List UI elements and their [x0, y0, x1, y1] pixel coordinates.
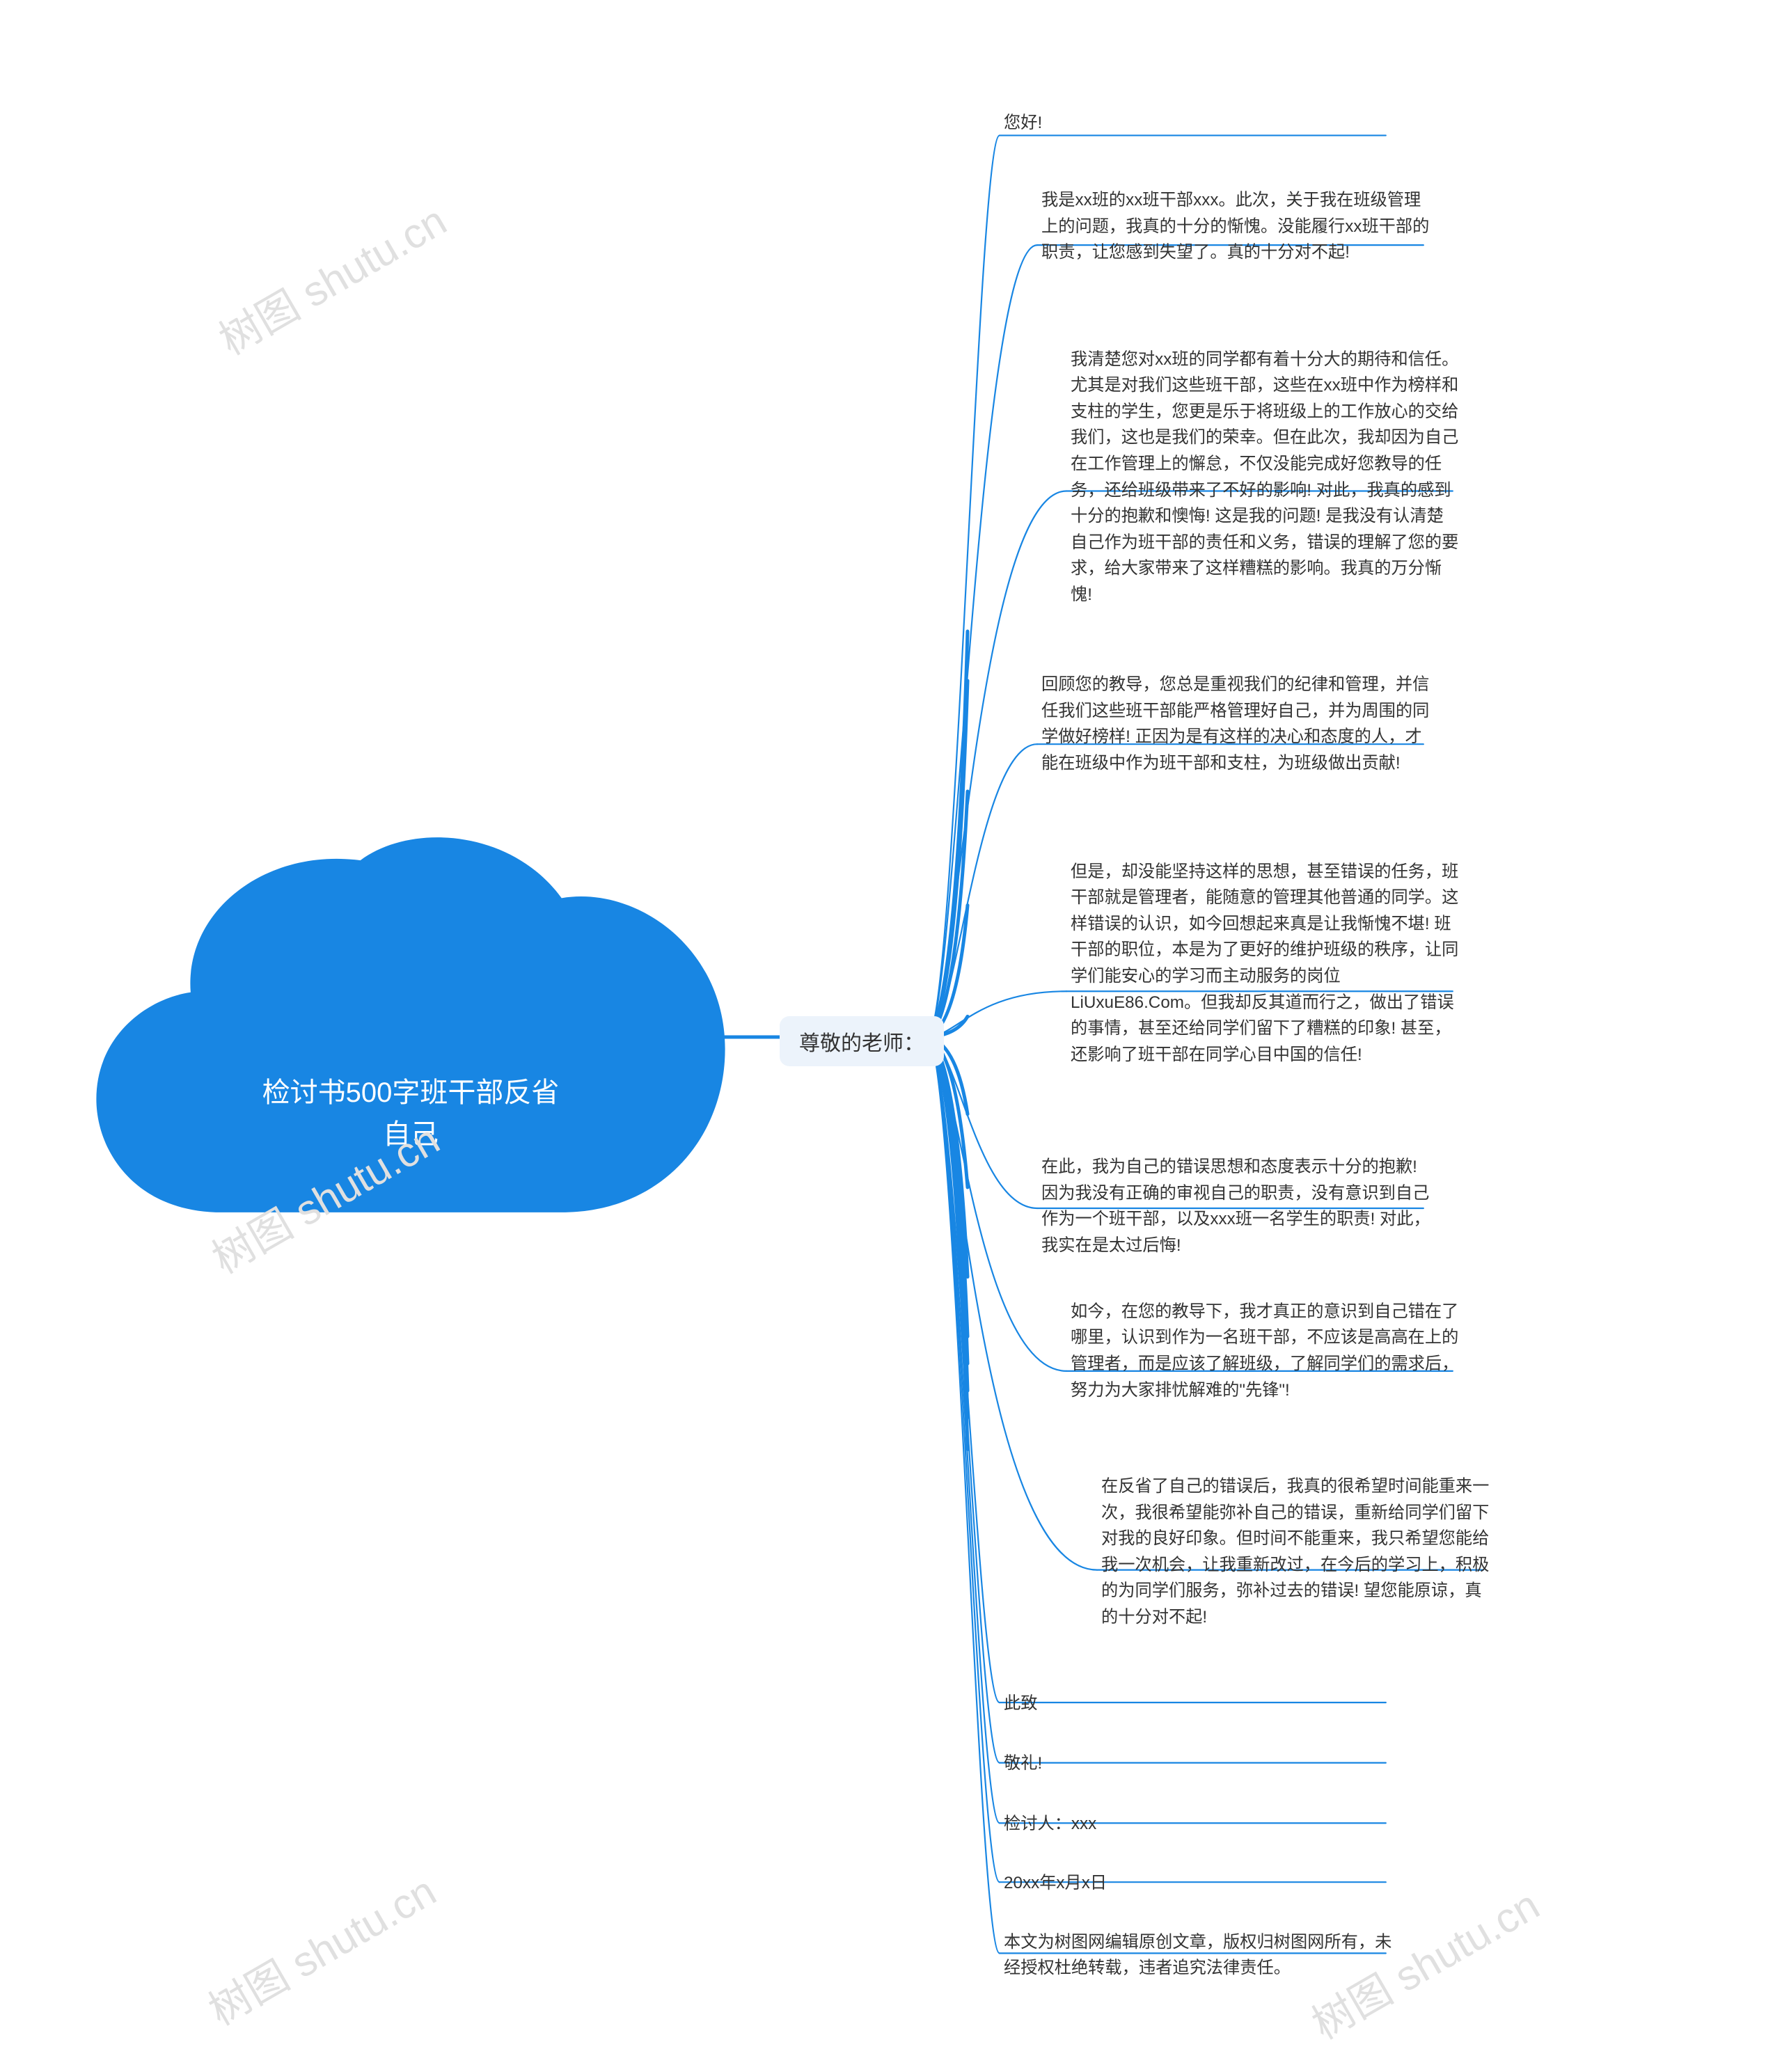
leaf-node: 本文为树图网编辑原创文章，版权归树图网所有，未经授权杜绝转载，违者追究法律责任。	[1004, 1929, 1394, 1982]
root-label: 检讨书500字班干部反省 自己	[244, 1072, 578, 1155]
leaf-node: 您好!	[1004, 110, 1394, 136]
leaf-node: 在此，我为自己的错误思想和态度表示十分的抱歉! 因为我没有正确的审视自己的职责，…	[1041, 1154, 1431, 1258]
mid-node: 尊敬的老师：	[780, 1016, 944, 1066]
leaf-node: 检讨人：xxx	[1004, 1811, 1394, 1837]
mid-node-label: 尊敬的老师：	[799, 1032, 924, 1055]
leaf-node: 回顾您的教导，您总是重视我们的纪律和管理，并信任我们这些班干部能严格管理好自己，…	[1041, 672, 1431, 776]
leaf-node: 我是xx班的xx班干部xxx。此次，关于我在班级管理上的问题，我真的十分的惭愧。…	[1041, 187, 1431, 266]
leaf-node: 但是，却没能坚持这样的思想，甚至错误的任务，班干部就是管理者，能随意的管理其他普…	[1071, 859, 1460, 1068]
leaf-node: 此致	[1004, 1691, 1394, 1717]
leaf-node: 如今，在您的教导下，我才真正的意识到自己错在了哪里，认识到作为一名班干部，不应该…	[1071, 1299, 1460, 1403]
leaf-node: 我清楚您对xx班的同学都有着十分大的期待和信任。尤其是对我们这些班干部，这些在x…	[1071, 347, 1460, 608]
leaf-node: 在反省了自己的错误后，我真的很希望时间能重来一次，我很希望能弥补自己的错误，重新…	[1101, 1473, 1491, 1630]
root-cloud	[90, 835, 731, 1225]
root-label-line1: 检讨书500字班干部反省	[262, 1077, 560, 1108]
root-label-line2: 自己	[383, 1119, 439, 1150]
leaf-node: 20xx年x月x日	[1004, 1870, 1394, 1897]
leaf-node: 敬礼!	[1004, 1750, 1394, 1777]
